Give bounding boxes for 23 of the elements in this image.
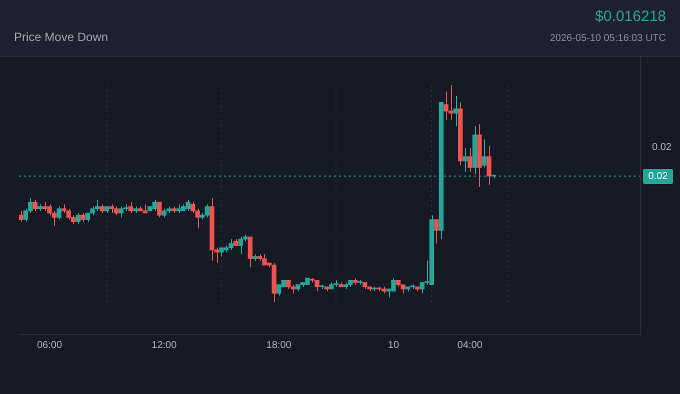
candlestick	[453, 95, 458, 127]
x-tick-label: 06:00	[36, 340, 62, 351]
chart-subtitle: Price Move Down	[14, 30, 108, 44]
x-tick-label: 04:00	[457, 340, 483, 351]
candlestick	[468, 147, 472, 172]
text: 0.02	[652, 142, 672, 153]
candlestick	[248, 236, 252, 268]
candlestick	[32, 200, 38, 212]
candlestick	[462, 147, 468, 172]
x-tick-label: 18:00	[266, 340, 292, 351]
text: 2026-05-10 05:16:03 UTC	[550, 33, 666, 44]
candlestick	[157, 202, 162, 218]
candlestick	[56, 206, 62, 220]
candlestick	[482, 138, 487, 168]
text: $0.016218	[595, 8, 666, 25]
x-tick-label: 10	[388, 340, 400, 351]
candlestick	[76, 212, 81, 224]
text: 0.02	[643, 168, 673, 184]
x-tick-label: 12:00	[152, 340, 178, 351]
candlestick	[486, 145, 492, 186]
candlestick	[434, 219, 439, 244]
candlestick	[18, 210, 24, 222]
candlestick	[128, 202, 134, 214]
